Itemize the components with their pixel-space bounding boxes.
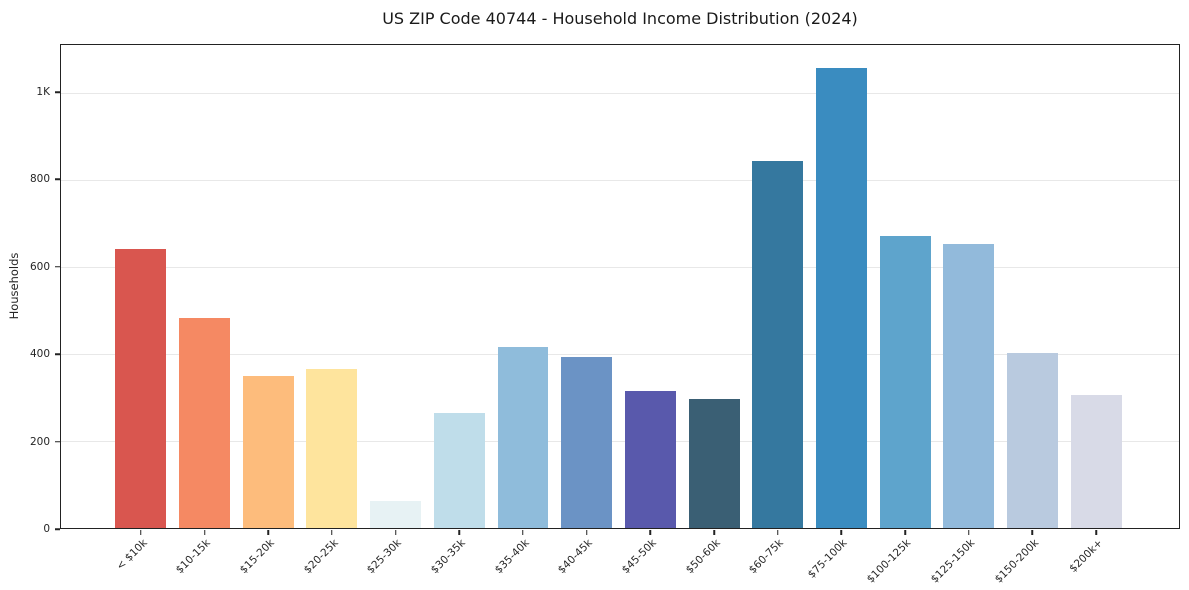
x-tick-mark: [1031, 530, 1034, 535]
x-tick-mark: [458, 530, 461, 535]
bar-slot: $200k+: [1064, 45, 1128, 575]
x-tick-label: $10-15k: [173, 537, 214, 577]
x-tick-mark: [904, 530, 906, 535]
bar-slot: $125-150k: [929, 45, 1001, 586]
bar: [943, 243, 995, 528]
x-tick-mark: [776, 530, 779, 535]
x-tick-label: $125-150k: [928, 537, 978, 586]
bar: [115, 249, 167, 528]
y-tick-label-400: 400: [29, 348, 50, 361]
gridline-200: [61, 440, 1179, 442]
x-tick-label: $45-50k: [619, 537, 659, 577]
x-tick-label: $60-75k: [747, 537, 787, 577]
x-tick-label: $200k+: [1066, 537, 1105, 575]
bar-slot: $40-45k: [555, 45, 619, 576]
y-axis-ticks: 0 200 400 600 800 1K: [0, 44, 60, 535]
bar: [497, 346, 549, 528]
x-tick-mark: [331, 530, 333, 535]
y-tick-label-0: 0: [43, 523, 50, 535]
bar-slot: $75-100k: [806, 45, 874, 581]
bar: [752, 160, 804, 528]
x-tick-mark: [649, 530, 652, 535]
bar: [433, 413, 485, 528]
bar-slot: $100-125k: [865, 45, 937, 586]
bar-slot: $35-40k: [491, 45, 555, 576]
x-tick-label: $40-45k: [556, 537, 596, 577]
y-tick-mark-800: [55, 178, 60, 181]
bar-slot: $25-30k: [364, 45, 428, 576]
bar-slot: $15-20k: [236, 45, 300, 576]
bar-slot: < $10k: [109, 45, 173, 573]
x-tick-label: $150-200k: [992, 537, 1041, 586]
bar: [306, 368, 358, 528]
bar-slot: $30-35k: [427, 45, 491, 576]
x-tick-mark: [394, 530, 397, 535]
x-tick-mark: [713, 530, 715, 535]
bar: [688, 398, 740, 528]
x-tick-label: < $10k: [113, 537, 150, 573]
bar-slot: $10-15k: [173, 45, 237, 576]
gridline-400: [61, 353, 1179, 355]
x-tick-label: $30-35k: [428, 537, 468, 577]
bars-container: < $10k $10-15k $15-20k $20-25k $25-30k $30-35…: [109, 45, 1128, 586]
y-tick-mark-200: [55, 440, 60, 443]
x-tick-mark: [968, 530, 970, 535]
gridline-1K: [61, 92, 1179, 94]
y-tick-mark-0: [55, 528, 60, 530]
bar: [879, 236, 931, 528]
chart-title: US ZIP Code 40744 - Household Income Dis…: [382, 9, 858, 28]
bar-slot: $20-25k: [300, 45, 364, 576]
x-tick-label: $35-40k: [492, 537, 532, 577]
x-tick-mark: [840, 530, 843, 535]
x-tick-label: $50-60k: [683, 537, 723, 577]
x-tick-mark: [267, 530, 269, 535]
bar: [561, 357, 613, 528]
bar: [242, 376, 294, 528]
bar: [1070, 394, 1122, 528]
bar-slot: $150-200k: [992, 45, 1065, 586]
x-tick-label: $15-20k: [237, 537, 277, 577]
x-tick-label: $20-25k: [301, 537, 341, 577]
x-tick-label: $25-30k: [364, 537, 405, 577]
y-tick-mark-400: [55, 353, 60, 355]
bar: [370, 501, 422, 528]
y-tick-label-200: 200: [29, 435, 50, 448]
x-tick-mark: [203, 530, 206, 535]
x-tick-label: $100-125k: [865, 537, 914, 586]
x-tick-mark: [522, 530, 524, 535]
y-tick-mark-1K: [55, 91, 60, 93]
gridline-800: [61, 179, 1179, 181]
bar-slot: $60-75k: [746, 45, 810, 576]
x-tick-label: $75-100k: [806, 537, 850, 581]
x-tick-mark: [140, 530, 142, 535]
bar: [815, 68, 867, 528]
x-tick-mark: [585, 530, 588, 535]
bar-slot: $45-50k: [619, 45, 683, 576]
y-tick-mark-600: [55, 266, 60, 268]
bar: [624, 390, 676, 528]
y-tick-label-800: 800: [29, 173, 50, 186]
bar: [1007, 353, 1058, 528]
y-tick-label-1K: 1K: [36, 86, 50, 99]
y-tick-label-600: 600: [29, 260, 50, 273]
gridline-600: [61, 266, 1179, 268]
bar-slot: $50-60k: [682, 45, 746, 576]
x-tick-mark: [1095, 530, 1097, 535]
plot-area: < $10k $10-15k $15-20k $20-25k $25-30k $30-35…: [60, 44, 1180, 586]
bar: [179, 317, 230, 528]
